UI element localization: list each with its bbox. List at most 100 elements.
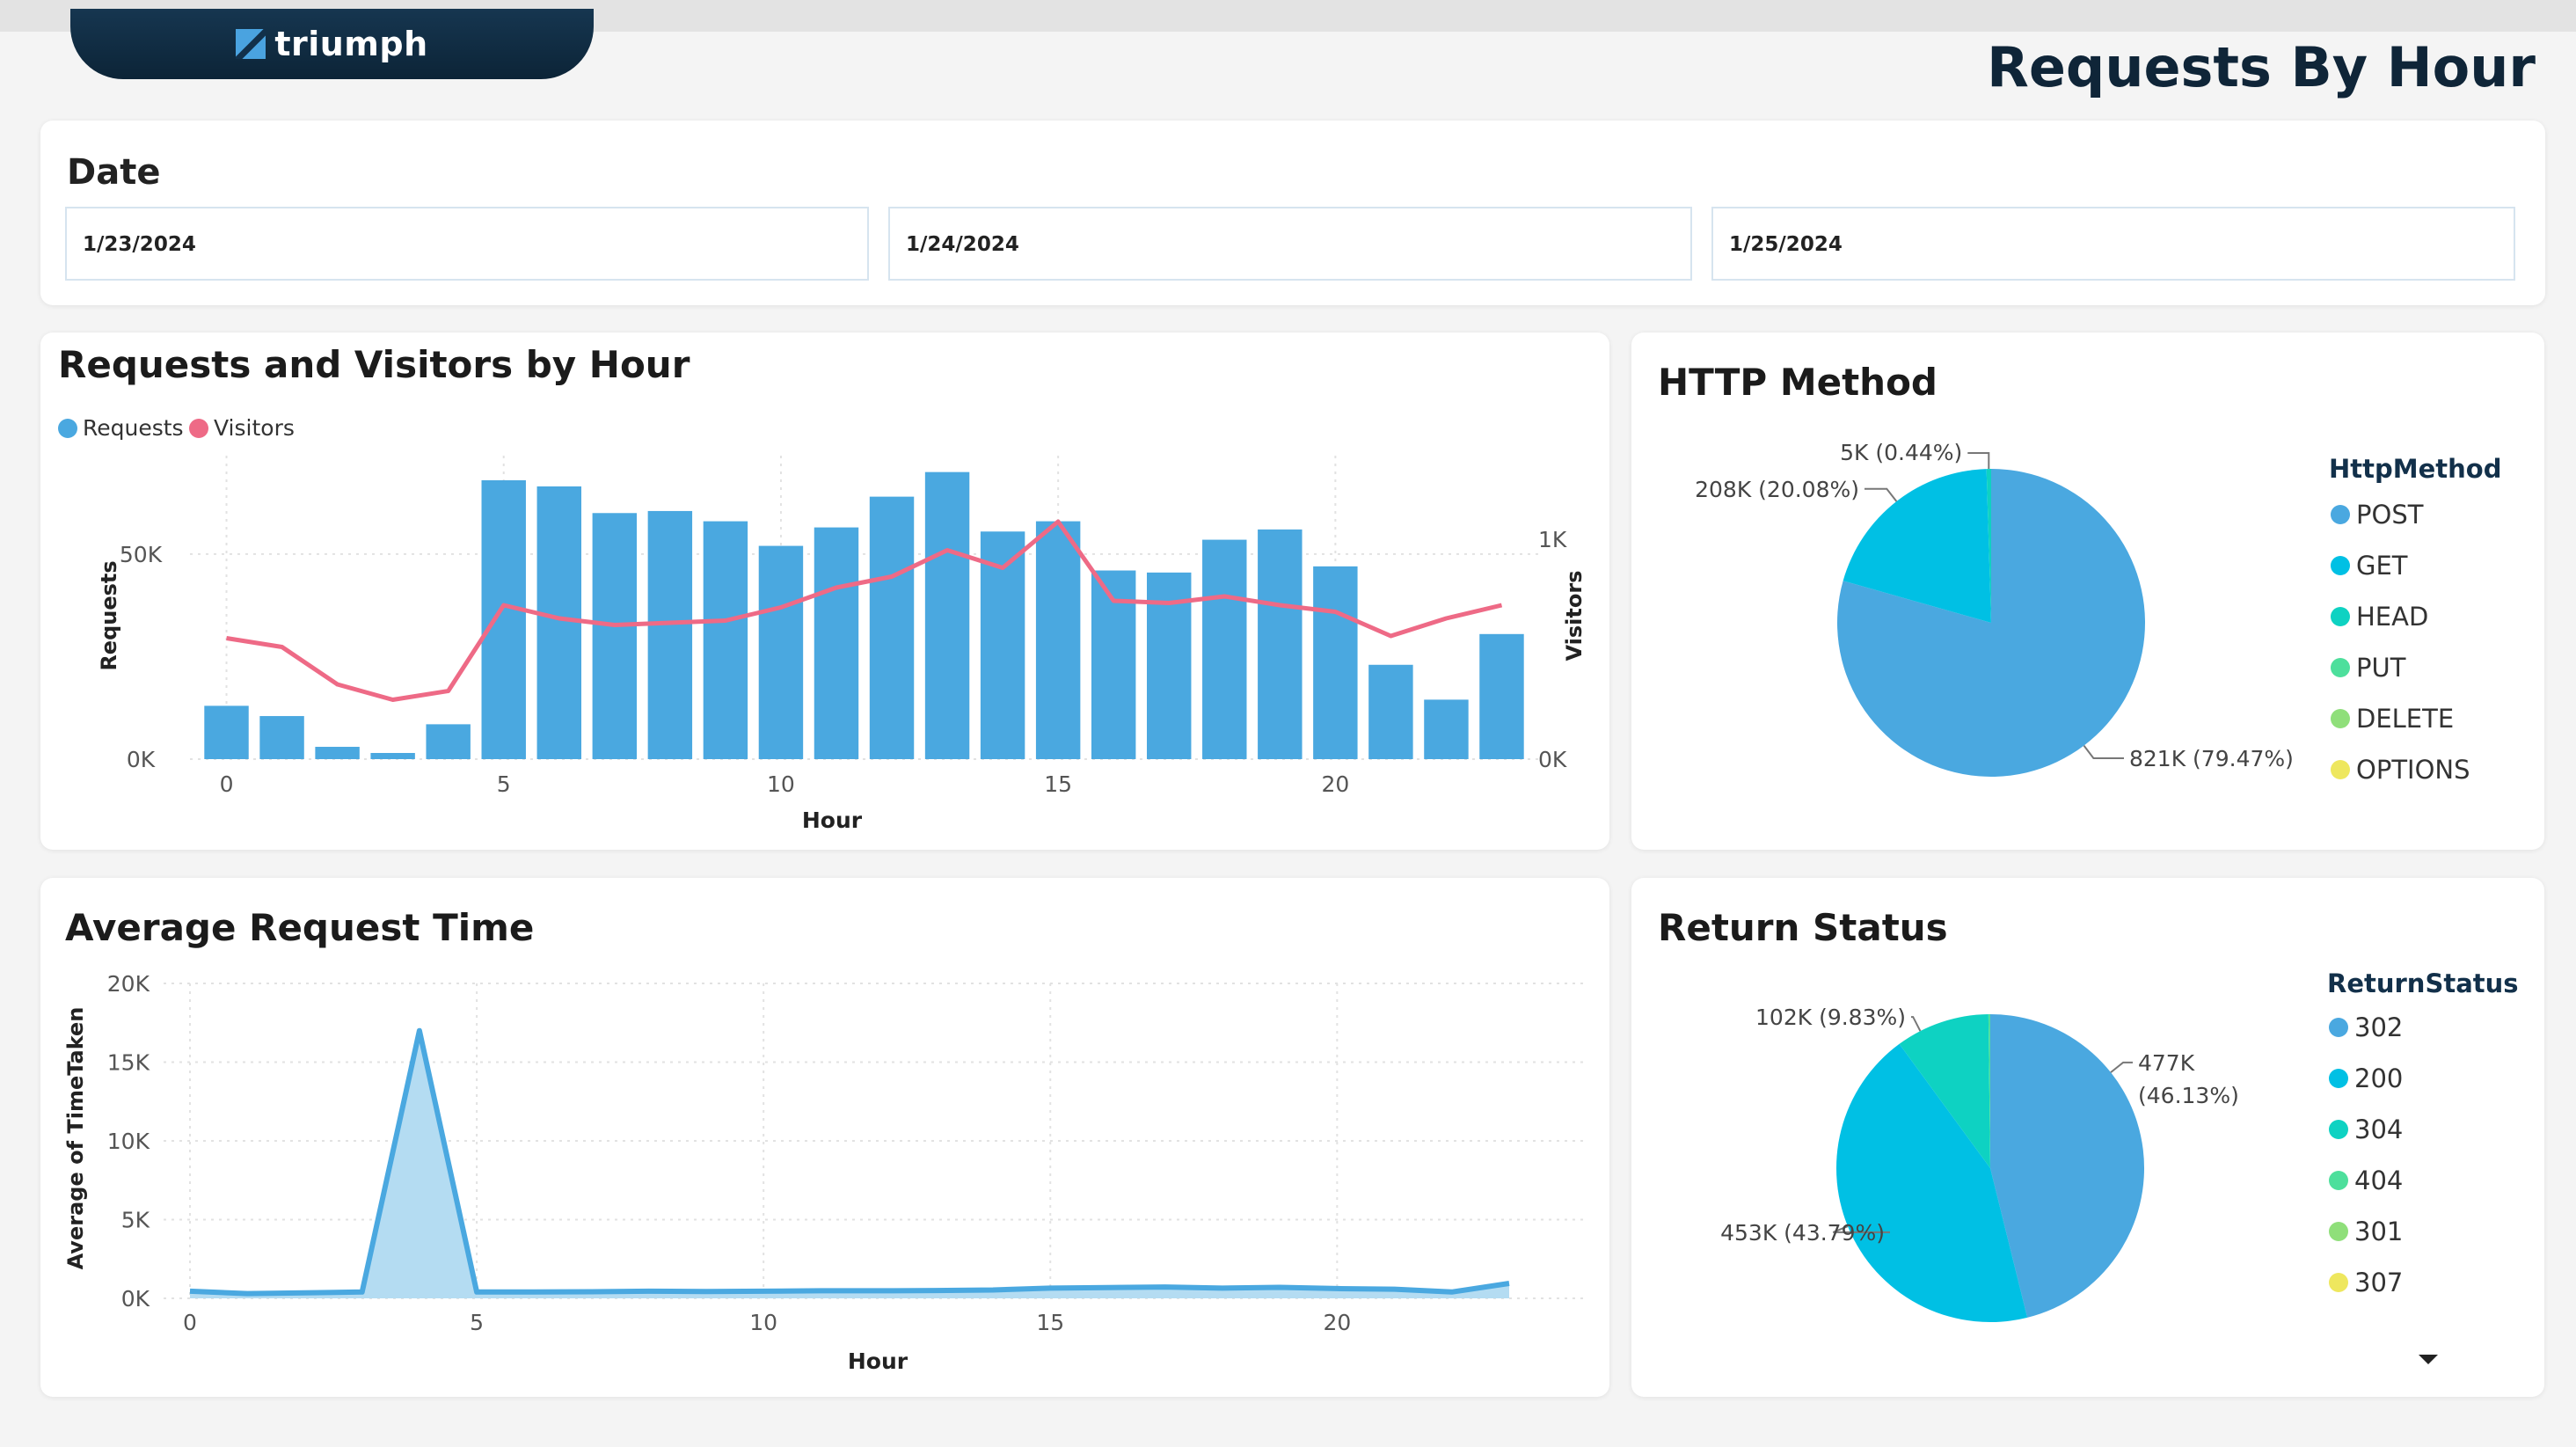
legend-item-label[interactable]: 301 [2354, 1217, 2403, 1246]
date-option-1[interactable]: 1/23/2024 [65, 207, 869, 281]
legend-item-label[interactable]: DELETE [2356, 704, 2454, 734]
page-title: Requests By Hour [1987, 35, 2536, 99]
requests-bar[interactable] [426, 724, 471, 759]
legend-title: ReturnStatus [2327, 968, 2519, 998]
y-tick-label: 0K [121, 1286, 150, 1312]
legend-item-label[interactable]: GET [2356, 551, 2408, 581]
y-axis-title: Average of TimeTaken [63, 1007, 88, 1270]
legend-visitors-label: Visitors [214, 415, 295, 441]
requests-bar[interactable] [1368, 664, 1413, 759]
legend-item-label[interactable]: 302 [2354, 1012, 2403, 1042]
pie-data-label: 453K (43.79%) [1720, 1220, 1885, 1246]
requests-bar[interactable] [703, 521, 748, 759]
requests-visitors-chart: 0 5 10 15 20 0K 50K 0K 1K Requests Visitors Requ… [58, 415, 1587, 833]
pie-leader-line [1967, 452, 1990, 469]
visitors-line [226, 519, 1503, 702]
http-method-card: HTTP Method 821K (79.47%) 208K (20.08%) 5K… [1631, 333, 2544, 850]
requests-bar[interactable] [370, 753, 415, 759]
y-tick-label: 50K [120, 542, 163, 567]
legend-marker [2329, 1273, 2348, 1292]
requests-bar[interactable] [1258, 529, 1303, 759]
pie-slice[interactable] [1988, 1013, 1990, 1168]
date-option-3[interactable]: 1/25/2024 [1711, 207, 2515, 281]
pie-data-label: 208K (20.08%) [1695, 477, 1859, 502]
requests-bar[interactable] [1479, 633, 1524, 759]
pie-slice[interactable] [1837, 469, 2146, 777]
y-axis-title: Requests [97, 560, 121, 670]
legend-item-label[interactable]: 307 [2354, 1268, 2403, 1297]
requests-bar[interactable] [204, 705, 249, 759]
x-tick-label: 10 [767, 771, 795, 797]
legend-item-label[interactable]: POST [2356, 500, 2424, 530]
legend-marker [2331, 556, 2350, 575]
legend-item-label[interactable]: 304 [2354, 1114, 2403, 1144]
legend-visitors-marker [189, 419, 208, 438]
x-tick-label: 20 [1321, 771, 1349, 797]
requests-bar[interactable] [758, 545, 804, 759]
date-filter-label: Date [67, 152, 161, 193]
legend-marker [2329, 1171, 2348, 1190]
x-axis-title: Hour [848, 1348, 909, 1374]
http-method-title: HTTP Method [1658, 361, 1937, 404]
return-status-title: Return Status [1658, 906, 1948, 949]
avg-request-time-chart: 0K 5K 10K 15K 20K 0 5 10 15 20 Average of TimeTak… [63, 971, 1588, 1374]
legend-item-label[interactable]: 200 [2354, 1063, 2403, 1093]
legend-requests-marker [58, 419, 77, 438]
legend-marker [2329, 1069, 2348, 1088]
pie-data-label: 821K (79.47%) [2129, 746, 2294, 771]
legend-marker [2331, 658, 2350, 677]
y-tick-label: 0K [127, 747, 156, 772]
y-tick-label: 10K [107, 1129, 150, 1154]
requests-bar[interactable] [592, 513, 638, 759]
pie-slice[interactable] [1843, 469, 1991, 623]
pie-slice[interactable] [1899, 1014, 1990, 1168]
requests-bar[interactable] [814, 527, 859, 759]
x-tick-label: 5 [470, 1310, 484, 1335]
x-tick-label: 15 [1036, 1310, 1064, 1335]
x-tick-label: 20 [1323, 1310, 1351, 1335]
pie-data-label: 5K (0.44%) [1840, 440, 1962, 465]
requests-bar[interactable] [1202, 539, 1247, 759]
legend-item-label[interactable]: HEAD [2356, 602, 2428, 632]
pie-data-label: 102K (9.83%) [1755, 1005, 1906, 1030]
legend-item-label[interactable]: 404 [2354, 1166, 2403, 1195]
triumph-logo-icon [236, 29, 266, 59]
pie-slice[interactable] [1986, 469, 1991, 623]
pie-leader-line [2110, 1061, 2133, 1073]
legend-item-label[interactable]: OPTIONS [2356, 755, 2470, 785]
requests-bar[interactable] [536, 486, 581, 759]
brand-logo: triumph [53, 9, 616, 79]
pie-slice[interactable] [1835, 1043, 2028, 1323]
y-tick-label: 15K [107, 1050, 150, 1076]
pie-slice[interactable] [1990, 1014, 2145, 1318]
x-tick-label: 10 [749, 1310, 777, 1335]
requests-bar[interactable] [1035, 521, 1081, 759]
requests-bar[interactable] [259, 716, 304, 759]
legend-scroll-down-icon[interactable] [2419, 1355, 2438, 1364]
chart-legend: Requests Visitors [58, 415, 295, 441]
x-tick-label: 0 [183, 1310, 197, 1335]
legend-marker [2329, 1120, 2348, 1139]
legend-item-label[interactable]: PUT [2356, 653, 2406, 683]
requests-bar[interactable] [1313, 566, 1358, 759]
requests-bar[interactable] [1424, 699, 1469, 759]
date-option-2[interactable]: 1/24/2024 [888, 207, 1692, 281]
y-tick-label: 20K [107, 971, 150, 997]
brand-name: triumph [274, 25, 428, 63]
requests-bar[interactable] [869, 496, 915, 759]
y2-axis-title: Visitors [1562, 571, 1587, 661]
requests-bar[interactable] [647, 510, 693, 759]
http-method-chart: 821K (79.47%) 208K (20.08%) 5K (0.44%) Htt… [1695, 440, 2501, 785]
x-tick-label: 5 [497, 771, 511, 797]
requests-bar[interactable] [481, 479, 526, 759]
pie-data-label: (46.13%) [2138, 1083, 2239, 1108]
legend-marker [2331, 505, 2350, 524]
avg-request-time-card: Average Request Time 0K 5K 10K 15K 20K 0 5 10 15… [40, 878, 1609, 1397]
requests-bar[interactable] [315, 747, 360, 759]
requests-bar[interactable] [924, 471, 970, 759]
return-status-card: Return Status 477K (46.13%) 453K (43.79%) 1… [1631, 878, 2544, 1397]
legend-marker [2331, 607, 2350, 626]
legend-marker [2329, 1222, 2348, 1241]
requests-visitors-title: Requests and Visitors by Hour [58, 343, 690, 386]
pie-leader-line [2083, 744, 2124, 759]
